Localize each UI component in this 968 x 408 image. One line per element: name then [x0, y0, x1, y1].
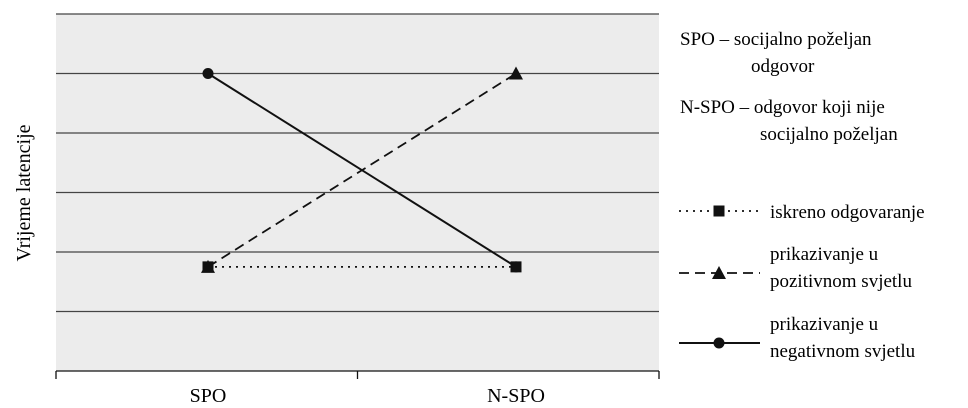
legend-keys	[679, 205, 760, 349]
legend-label-pozitivno-line1: prikazivanje u	[770, 244, 879, 265]
legend-note-spo-line2: odgovor	[751, 56, 815, 77]
series-layer	[201, 66, 523, 273]
data-point-circle	[510, 261, 522, 273]
legend-label-iskreno: iskreno odgovaranje	[770, 202, 925, 223]
x-tick-label: SPO	[190, 385, 227, 407]
legend-note-nspo-line2: socijalno poželjan	[760, 124, 898, 145]
y-axis-label: Vrijeme latencije	[13, 124, 35, 261]
legend-key-marker-triangle	[712, 266, 726, 279]
legend-note-spo-line1: SPO – socijalno poželjan	[680, 29, 872, 50]
data-point-circle	[202, 68, 214, 79]
x-tick-label: N-SPO	[487, 385, 545, 407]
legend-label-negativno-line1: prikazivanje u	[770, 314, 879, 335]
series-line-triangle	[207, 72, 517, 268]
legend: SPO – socijalno poželjan odgovor N-SPO –…	[679, 29, 925, 362]
legend-key-marker-square	[713, 205, 725, 217]
legend-label-pozitivno-line2: pozitivnom svjetlu	[770, 271, 912, 292]
data-point-triangle	[509, 66, 523, 80]
gridlines	[56, 13, 659, 313]
legend-label-negativno-line2: negativnom svjetlu	[770, 341, 916, 362]
legend-key-marker-circle	[713, 337, 725, 349]
data-point-triangle	[201, 259, 215, 273]
x-axis: SPO N-SPO	[55, 370, 660, 407]
legend-note-nspo-line1: N-SPO – odgovor koji nije	[680, 97, 885, 118]
